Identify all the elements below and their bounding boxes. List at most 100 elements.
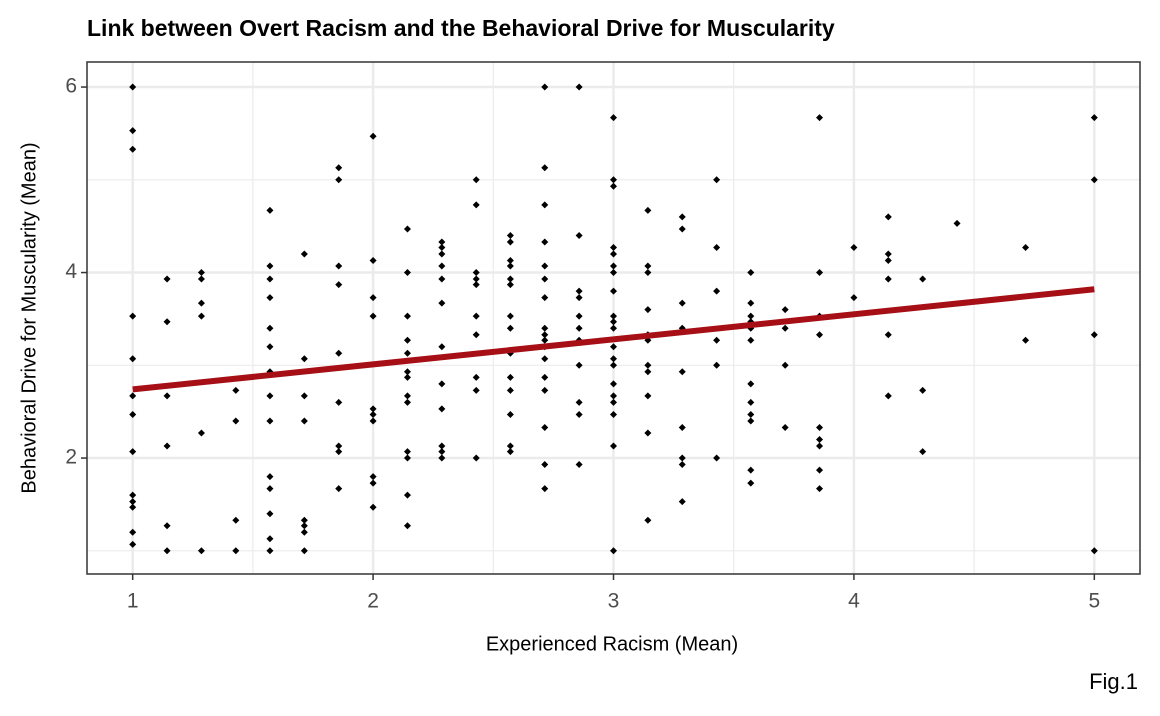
point xyxy=(506,373,514,381)
point xyxy=(884,256,892,264)
point xyxy=(438,380,446,388)
point xyxy=(266,510,274,518)
point xyxy=(129,448,137,456)
point xyxy=(919,275,927,283)
point xyxy=(747,479,755,487)
point xyxy=(300,417,308,425)
point xyxy=(953,219,961,227)
point xyxy=(506,442,514,450)
point xyxy=(575,324,583,332)
point xyxy=(1022,336,1030,344)
point xyxy=(369,294,377,302)
y-axis-label: Behavioral Drive for Muscularity (Mean) xyxy=(18,142,40,493)
point xyxy=(678,498,686,506)
x-tick-label: 3 xyxy=(608,590,620,613)
point xyxy=(713,361,721,369)
point xyxy=(472,331,480,339)
point xyxy=(541,461,549,469)
point xyxy=(678,454,686,462)
point xyxy=(610,182,617,190)
point xyxy=(644,516,652,524)
point xyxy=(1022,244,1030,252)
point xyxy=(610,114,617,122)
point xyxy=(781,324,789,332)
point xyxy=(713,176,721,184)
point xyxy=(300,392,308,400)
point xyxy=(713,244,721,252)
point xyxy=(541,386,549,394)
point xyxy=(506,324,514,332)
point xyxy=(644,306,652,314)
point xyxy=(232,417,240,425)
point xyxy=(678,225,686,233)
x-tick-label: 1 xyxy=(127,590,139,613)
point xyxy=(816,331,824,339)
point xyxy=(610,312,617,320)
point xyxy=(1090,176,1098,184)
point xyxy=(506,312,514,320)
point xyxy=(610,355,617,363)
points xyxy=(129,83,1098,555)
point xyxy=(438,262,446,270)
point xyxy=(232,547,240,555)
point xyxy=(369,132,377,140)
point xyxy=(472,176,480,184)
point xyxy=(129,355,137,363)
point xyxy=(610,269,617,277)
point xyxy=(335,176,343,184)
x-tick-label: 4 xyxy=(848,590,860,613)
point xyxy=(129,491,137,499)
point xyxy=(541,262,549,270)
point xyxy=(403,448,411,456)
point xyxy=(335,281,343,289)
point xyxy=(300,355,308,363)
point xyxy=(713,287,721,295)
point xyxy=(884,213,892,221)
point xyxy=(403,269,411,277)
point xyxy=(438,299,446,307)
point xyxy=(403,368,411,376)
point xyxy=(610,287,617,295)
point xyxy=(541,324,549,332)
point xyxy=(266,343,274,351)
point xyxy=(506,262,514,270)
point xyxy=(129,528,137,536)
point xyxy=(438,343,446,351)
point xyxy=(266,262,274,270)
point xyxy=(438,405,446,413)
point xyxy=(335,398,343,406)
point xyxy=(884,250,892,258)
point xyxy=(678,461,686,469)
point xyxy=(575,231,583,239)
point xyxy=(403,398,411,406)
point xyxy=(541,275,549,283)
point xyxy=(644,206,652,214)
point xyxy=(197,429,205,437)
point xyxy=(781,423,789,431)
point xyxy=(541,294,549,302)
point xyxy=(506,386,514,394)
point xyxy=(403,392,411,400)
point xyxy=(300,528,308,536)
point xyxy=(129,503,137,511)
point xyxy=(472,386,480,394)
point xyxy=(472,373,480,381)
point xyxy=(713,454,721,462)
point xyxy=(403,312,411,320)
point xyxy=(369,410,377,418)
point xyxy=(850,294,858,302)
point xyxy=(678,213,686,221)
point xyxy=(369,417,377,425)
point xyxy=(403,454,411,462)
point xyxy=(747,336,755,344)
point xyxy=(506,275,514,283)
point xyxy=(610,318,617,326)
point xyxy=(438,448,446,456)
point xyxy=(506,256,514,264)
point xyxy=(816,269,824,277)
x-tick-label: 2 xyxy=(367,590,379,613)
point xyxy=(335,262,343,270)
point xyxy=(678,368,686,376)
point xyxy=(506,231,514,239)
point xyxy=(129,392,137,400)
